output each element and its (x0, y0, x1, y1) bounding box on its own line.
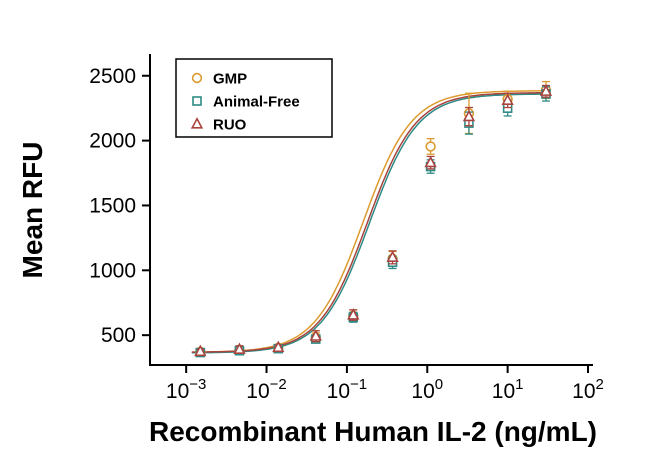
svg-text:10−3: 10−3 (166, 376, 206, 403)
triangle-marker (386, 250, 399, 262)
y-tick-labels: 500 1000 1500 2000 2500 (89, 65, 150, 347)
fit-curve-Animal-Free (191, 93, 548, 354)
x-tick-labels: 10−3 10−2 10−1 100 101 102 (166, 365, 604, 403)
svg-text:1000: 1000 (89, 259, 136, 282)
svg-text:2000: 2000 (89, 130, 136, 153)
svg-text:100: 100 (411, 376, 443, 403)
fit-curve-RUO (191, 92, 548, 353)
triangle-marker (501, 93, 514, 105)
triangle-marker (233, 342, 246, 355)
triangle-marker (190, 117, 204, 129)
svg-text:10−1: 10−1 (327, 376, 367, 403)
triangle-marker (462, 109, 476, 122)
svg-text:500: 500 (101, 324, 136, 347)
svg-text:102: 102 (572, 376, 604, 403)
legend: GMP Animal-Free RUO (175, 58, 333, 138)
triangle-marker (424, 155, 437, 168)
legend-label-GMP: GMP (213, 71, 247, 88)
svg-text:1500: 1500 (89, 194, 136, 217)
circle-marker (191, 72, 203, 84)
svg-text:2500: 2500 (89, 65, 136, 88)
square-marker (192, 96, 202, 106)
legend-label-Animal-Free: Animal-Free (213, 94, 300, 111)
series-RUO (194, 84, 553, 357)
axes (149, 54, 593, 366)
x-axis-title: Recombinant Human IL-2 (ng/mL) (149, 416, 597, 447)
triangle-marker (194, 344, 207, 357)
triangle-marker (272, 340, 285, 353)
triangle-marker (347, 308, 360, 320)
triangle-marker (539, 84, 553, 96)
legend-label-RUO: RUO (213, 117, 247, 134)
svg-text:10−2: 10−2 (246, 376, 286, 403)
circle-marker (425, 141, 436, 152)
y-axis-title: Mean RFU (17, 141, 48, 279)
triangle-marker (309, 329, 322, 341)
svg-text:101: 101 (492, 376, 524, 403)
